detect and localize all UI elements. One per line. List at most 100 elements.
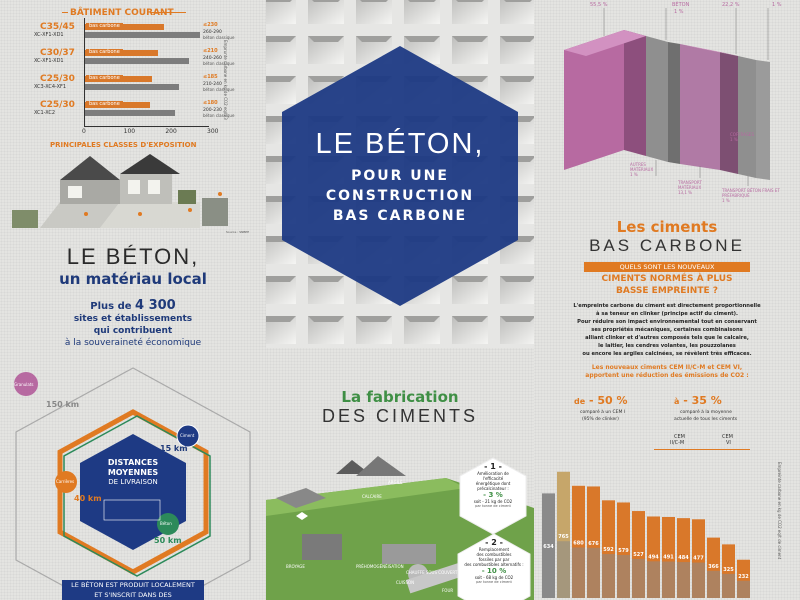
chart-value-label: 325 (723, 567, 734, 573)
tile-ciments-bas-carbone: Les ciments BAS CARBONE QUELS SONT LES N… (534, 212, 800, 600)
x-axis-line (84, 126, 209, 127)
emissions-chart: 634 765 680 676 592 579 527 494 491 484 477 366 325 2… (542, 471, 750, 598)
lbl-chauffe: CHAUFFE SOUS COUVERT (406, 570, 458, 575)
lbl-transport: TRANSPORT MATÉRIAUX 13,1 % (678, 180, 702, 195)
pct-3: 1 % (772, 2, 782, 8)
pct-2: 22,2 % (722, 2, 740, 8)
cem1: CEM (674, 434, 685, 440)
classic-label: béton classique (203, 113, 235, 118)
pill-label: bas carbone (86, 75, 123, 82)
chart-bar-lower (617, 555, 630, 598)
hero-line2: POUR UNE (351, 168, 449, 184)
chart-value-label: 366 (708, 564, 719, 570)
bar-classique (85, 84, 179, 90)
x-tick: 200 (165, 128, 177, 135)
title2: DES CIMENTS (321, 406, 478, 426)
badge-top: Granulats (14, 382, 34, 387)
chart-bar-lower (602, 554, 615, 598)
center2: MOYENNES (107, 468, 159, 477)
cem2b: VI (726, 440, 731, 446)
chart-bar-lower (647, 561, 660, 598)
step2: - 2 - Remplacement des combustibles foss… (464, 538, 524, 584)
body-line: ses propriétés mécaniques, certaines com… (591, 327, 743, 333)
value-bas-carbone: ≤185 (203, 74, 218, 80)
tile-hero: LE BÉTON, POUR UNE CONSTRUCTION BAS CARB… (266, 0, 534, 348)
hexagon (282, 46, 518, 306)
stat-line2: sites et établissements (73, 314, 193, 324)
row-class: C25/30 (40, 100, 75, 110)
body-text: L'empreinte carbone du ciment est direct… (534, 302, 800, 358)
row-class: C30/37 (40, 48, 75, 58)
classic-label: béton classique (203, 87, 235, 92)
q-line1: QUELS SONT LES NOUVEAUX (619, 263, 715, 271)
value-bas-carbone: ≤230 (203, 22, 218, 28)
pill-label: bas carbone (86, 101, 123, 108)
body-line: le laitier, les cendres volantes, les po… (598, 343, 736, 349)
km-15: 15 km (160, 444, 188, 453)
chart-value-label: 592 (603, 547, 614, 553)
q-line3: BASSE EMPREINTE ? (616, 286, 718, 296)
pill-label: bas carbone (86, 23, 123, 30)
step2-hex (457, 533, 531, 600)
step1: - 1 - Amélioration de l'efficacité énerg… (473, 462, 513, 508)
chart-bar-lower (692, 562, 705, 598)
chart-value-label: 676 (588, 541, 599, 547)
breakdown-blocks (564, 8, 770, 186)
left-pct: de - 50 % (574, 394, 628, 407)
value-bas-carbone: ≤210 (203, 48, 218, 54)
body-line: à sa teneur en clinker (principe actif d… (596, 311, 738, 317)
bar-bas-carbone (85, 24, 165, 30)
lbl-broyage: BROYAGE (286, 564, 305, 569)
lbl-autres: AUTRES MATÉRIAUX 1 % (630, 162, 654, 177)
km-150: 150 km (46, 400, 80, 409)
cem1b: II/C-M (670, 440, 685, 446)
source: Source : SNBPE (226, 230, 250, 234)
x-tick: 0 (82, 128, 86, 135)
q-band1 (584, 262, 750, 272)
tile-batiment-courant: BÂTIMENT COURANT C35/45 XC-XF1-XD1 bas car… (0, 0, 266, 240)
banner2: ET S'INSCRIT DANS DES (94, 591, 172, 599)
chart-bar-lower (707, 570, 720, 598)
orange2: apportent une réduction des émissions de… (585, 372, 749, 379)
row-sub: XC3-XC4-XF1 (34, 84, 67, 90)
bar-classique (85, 110, 175, 116)
hexagon-diagram (14, 367, 251, 600)
banner (62, 580, 204, 600)
heading: BÂTIMENT COURANT (70, 8, 174, 18)
q-line2: CIMENTS NORMÉS À PLUS (601, 274, 733, 284)
badge-left: Carrières (56, 479, 75, 484)
row-sub: XC1-XC2 (34, 110, 56, 116)
chart-value-label: 484 (678, 555, 689, 561)
chart-value-label: 477 (693, 556, 704, 562)
chart-bar-lower (677, 562, 690, 598)
chart-value-label: 579 (618, 548, 629, 554)
center1: DISTANCES (107, 458, 159, 467)
center3: DE LIVRAISON (108, 478, 158, 486)
x-tick: 300 (207, 128, 219, 135)
chart-value-label: 680 (573, 541, 584, 547)
bar-classique (85, 32, 200, 38)
chart-bar-lower (737, 580, 750, 598)
right-sub1: comparé à la moyenne (680, 410, 732, 415)
lbl-transport-beton: TRANSPORT BÉTON FRAIS ET PRÉFABRIQUÉ 1 % (722, 188, 780, 203)
orange1: Les nouveaux ciments CEM II/C-M et CEM V… (591, 364, 743, 371)
side-label: Emprunte carbone en kg de CO2 eq/m3 (223, 40, 228, 120)
chart-bar-lower (542, 550, 555, 598)
right-sub2: actuelle de tous les ciments (674, 417, 738, 422)
chart-value-label: 527 (633, 552, 644, 558)
row-sub: XC-XF1-XD1 (34, 58, 64, 64)
value-bas-carbone: ≤180 (203, 100, 218, 106)
title1: LE BÉTON, (66, 244, 200, 269)
body-line: ou encore les argiles calcinées, se révè… (582, 351, 752, 357)
chart-bar-lower (722, 573, 735, 598)
km-50: 50 km (154, 536, 182, 545)
exposure-heading: PRINCIPALES CLASSES D'EXPOSITION (50, 141, 197, 149)
stat-line1: Plus de 4 300 (90, 298, 176, 313)
chart-bar-lower (632, 558, 645, 598)
pct-1: 1 % (674, 9, 684, 15)
value-classique: 260-290 (203, 30, 222, 35)
row-class: C25/30 (40, 74, 75, 84)
chart-value-label: 634 (543, 544, 554, 550)
body-line: alliant clinker et d'autres composés tel… (585, 335, 749, 341)
